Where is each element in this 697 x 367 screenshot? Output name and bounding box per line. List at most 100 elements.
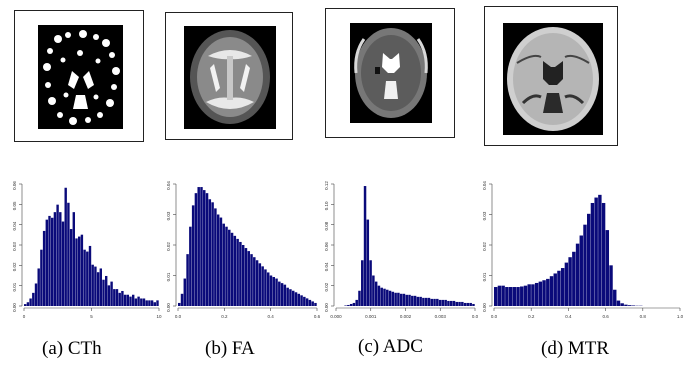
x-tick-label: 0.002 <box>400 314 412 319</box>
y-tick-label: 0.02 <box>482 242 487 251</box>
histogram-bar-fa <box>275 278 278 306</box>
x-tick-label: 1.0 <box>677 314 684 319</box>
histogram-bar-adc <box>438 299 442 306</box>
x-tick-label: 0.000 <box>330 314 342 319</box>
histogram-bar-fa <box>189 226 192 306</box>
histogram-bar-fa <box>216 214 220 306</box>
y-tick-label: 0.10 <box>324 201 329 210</box>
histogram-bar-mtr <box>631 305 636 306</box>
histogram-bar-adc <box>441 299 445 306</box>
histogram-bar-adc <box>402 293 406 306</box>
y-tick-label: 0.05 <box>12 201 17 210</box>
y-tick-label: 0.00 <box>482 303 487 312</box>
histogram-bar-fa <box>303 296 306 306</box>
x-tick-label: 0.2 <box>528 314 535 319</box>
histogram-bar-cth <box>48 215 51 306</box>
histogram-bar-adc <box>352 302 356 306</box>
histogram-bar-cth <box>140 298 143 306</box>
y-tick-label: 0.08 <box>324 221 329 230</box>
histogram-bar-mtr <box>587 213 591 306</box>
histogram-bar-adc <box>447 300 450 306</box>
caption-mtr: (d) MTR <box>541 338 610 359</box>
histogram-bar-fa <box>283 284 287 306</box>
y-tick-label: 0.12 <box>324 181 329 190</box>
y-tick-label: 0.00 <box>166 303 171 312</box>
y-tick-label: 0.01 <box>166 272 171 281</box>
fractional-anisotropy-map-icon <box>184 26 276 129</box>
histogram-bar-cth <box>105 275 108 306</box>
histogram-bar-cth <box>107 285 111 306</box>
histogram-bar-adc <box>455 301 459 306</box>
histogram-bar-cth <box>118 292 121 306</box>
histogram-bar-fa <box>233 235 237 306</box>
histogram-bar-mtr <box>494 287 498 306</box>
histogram-bar-adc <box>424 297 428 306</box>
histogram-bar-cth <box>99 268 102 306</box>
histogram-bar-adc <box>361 260 364 306</box>
histogram-bar-adc <box>355 299 358 306</box>
histogram-bar-mtr <box>508 287 513 306</box>
histogram-bar-fa <box>214 208 217 306</box>
histogram-bar-fa <box>255 260 259 306</box>
histogram-bar-cth <box>142 298 146 306</box>
x-tick-label: 0.0 <box>491 314 498 319</box>
histogram-bar-adc <box>458 301 461 306</box>
histogram-bar-cth <box>26 302 30 306</box>
histogram-bar-mtr <box>512 287 517 306</box>
histogram-bar-cth <box>123 294 127 306</box>
x-tick-label: 0.2 <box>221 314 228 319</box>
histogram-bar-fa <box>311 301 314 306</box>
histogram-bar-fa <box>291 290 295 306</box>
y-tick-label: 0.02 <box>166 242 171 251</box>
histogram-bar-mtr <box>501 285 505 306</box>
histogram-bar-cth <box>72 212 75 306</box>
histogram-bar-cth <box>56 204 59 306</box>
histogram-bar-fa <box>222 223 225 306</box>
histogram-bar-adc <box>377 285 381 306</box>
y-tick-label: 0.02 <box>12 262 17 271</box>
histogram-bar-mtr <box>594 197 598 306</box>
histogram-bar-mtr <box>624 304 628 306</box>
histogram-bar-fa <box>197 187 200 306</box>
histogram-bar-cth <box>129 296 132 306</box>
histogram-bar-fa <box>300 295 303 306</box>
histogram-bar-fa <box>203 190 206 306</box>
histogram-bar-adc <box>469 302 472 306</box>
x-tick-label: 0.6 <box>314 314 321 319</box>
apparent-diffusion-coefficient-map-icon <box>350 23 432 123</box>
magnetization-transfer-ratio-map-icon <box>503 23 603 135</box>
histogram-bar-fa <box>280 283 284 307</box>
histogram-bar-cth <box>96 272 100 306</box>
x-tick-label: 5 <box>90 314 93 319</box>
histogram-bar-mtr <box>601 202 606 306</box>
histogram-bar-mtr <box>534 282 539 306</box>
x-tick-label: 0.0 <box>175 314 182 319</box>
histogram-bar-cth <box>145 300 148 306</box>
histogram-bar-adc <box>449 300 453 306</box>
histogram-bar-fa <box>261 266 264 306</box>
histogram-bar-cth <box>78 236 81 306</box>
histogram-bar-mtr <box>538 281 543 306</box>
histogram-bar-cth <box>32 292 35 306</box>
histogram-bar-mtr <box>620 303 624 306</box>
histogram-bar-adc <box>386 289 389 306</box>
scan-frame-adc <box>325 8 455 138</box>
histogram-bar-mtr <box>557 270 561 306</box>
histogram-bar-mtr <box>516 287 520 306</box>
y-tick-label: 0.04 <box>166 181 171 190</box>
histogram-fa: 0.0 0.2 0.4 0.6 0.00 0.01 0.02 0.03 0.04 <box>166 181 321 319</box>
histogram-bar-cth <box>126 294 129 306</box>
histogram-bar-adc <box>374 281 378 306</box>
histogram-bar-fa <box>305 298 309 307</box>
histogram-bar-fa <box>180 293 184 306</box>
histogram-bar-mtr <box>627 305 632 306</box>
histogram-bar-cth <box>137 296 140 306</box>
x-tick-label: 0.4 <box>565 314 572 319</box>
histogram-bar-mtr <box>497 285 502 306</box>
histogram-bar-adc <box>463 302 467 306</box>
histogram-bar-mtr <box>616 300 621 306</box>
histogram-bar-fa <box>191 205 195 306</box>
histogram-bar-fa <box>253 257 256 306</box>
histogram-bar-fa <box>289 289 292 306</box>
histogram-bar-adc <box>430 298 433 306</box>
